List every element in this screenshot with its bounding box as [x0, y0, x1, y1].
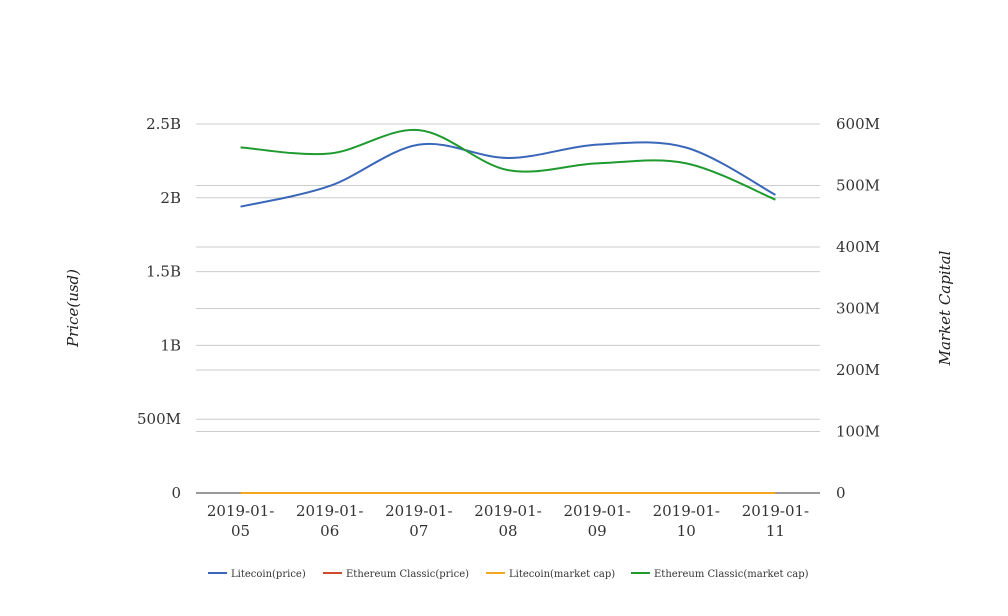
right-tick-label: 300M	[836, 300, 880, 318]
x-tick-label: 2019-01-05	[207, 502, 274, 540]
series-lines	[240, 129, 776, 495]
right-axis-title: Market Capital	[936, 250, 954, 366]
legend-label: Ethereum Classic(price)	[346, 569, 469, 580]
left-tick-label: 0	[171, 484, 181, 502]
right-tick-label: 100M	[836, 423, 880, 441]
left-axis-title: Price(usd)	[64, 269, 82, 348]
legend[interactable]: Litecoin(price) Ethereum Classic(price) Li…	[208, 569, 809, 580]
series-line-0	[240, 141, 776, 208]
right-tick-label: 600M	[836, 115, 880, 133]
x-tick-label: 2019-01-09	[563, 502, 630, 540]
left-tick-label: 1B	[160, 336, 181, 354]
gridlines	[196, 123, 820, 494]
x-tick-label: 2019-01-07	[385, 502, 452, 540]
right-tick-label: 200M	[836, 361, 880, 379]
legend-item-3[interactable]: Ethereum Classic(market cap)	[631, 569, 809, 580]
left-tick-label: 2B	[160, 189, 181, 207]
left-axis: 0 500M 1B 1.5B 2B 2.5B	[137, 115, 181, 502]
legend-label: Ethereum Classic(market cap)	[654, 569, 809, 580]
x-axis: 2019-01-05 2019-01-06 2019-01-07 2019-01-08…	[207, 502, 809, 540]
x-tick-label: 2019-01-10	[653, 502, 720, 540]
x-tick-label: 2019-01-08	[474, 502, 541, 540]
legend-item-2[interactable]: Litecoin(market cap)	[486, 569, 615, 580]
x-tick-label: 2019-01-11	[742, 502, 809, 540]
right-tick-label: 400M	[836, 238, 880, 256]
series-line-3	[240, 129, 776, 201]
left-tick-label: 1.5B	[146, 263, 181, 281]
left-tick-label: 500M	[137, 410, 181, 428]
right-tick-label: 500M	[836, 177, 880, 195]
legend-label: Litecoin(price)	[231, 569, 306, 580]
left-tick-label: 2.5B	[146, 115, 181, 133]
right-axis: 0 100M 200M 300M 400M 500M 600M	[836, 115, 880, 502]
legend-label: Litecoin(market cap)	[509, 569, 615, 580]
right-tick-label: 0	[836, 484, 846, 502]
legend-item-0[interactable]: Litecoin(price)	[208, 569, 306, 580]
legend-item-1[interactable]: Ethereum Classic(price)	[323, 569, 469, 580]
x-tick-label: 2019-01-06	[296, 502, 363, 540]
